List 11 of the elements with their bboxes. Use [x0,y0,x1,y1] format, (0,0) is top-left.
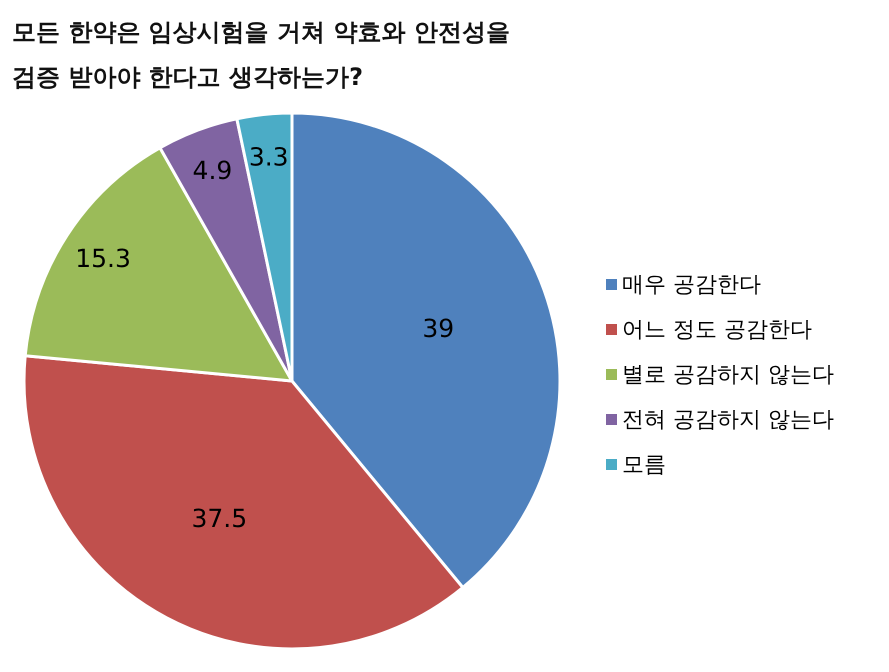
chart-title: 모든 한약은 임상시험을 거쳐 약효와 안전성을 검증 받아야 한다고 생각하는가? [12,18,510,91]
legend-label: 어느 정도 공감한다 [622,318,812,342]
data-label: 4.9 [192,156,232,185]
data-label: 3.3 [248,142,289,172]
legend-label: 별로 공감하지 않는다 [622,362,834,388]
data-label: 15.3 [75,244,131,274]
legend-label: 모름 [622,452,666,478]
data-label: 39 [422,314,454,343]
data-label: 37.5 [191,504,248,533]
legend-label: 매우 공감한다 [622,272,761,298]
legend-label: 전혀 공감하지 않는다 [622,408,834,432]
